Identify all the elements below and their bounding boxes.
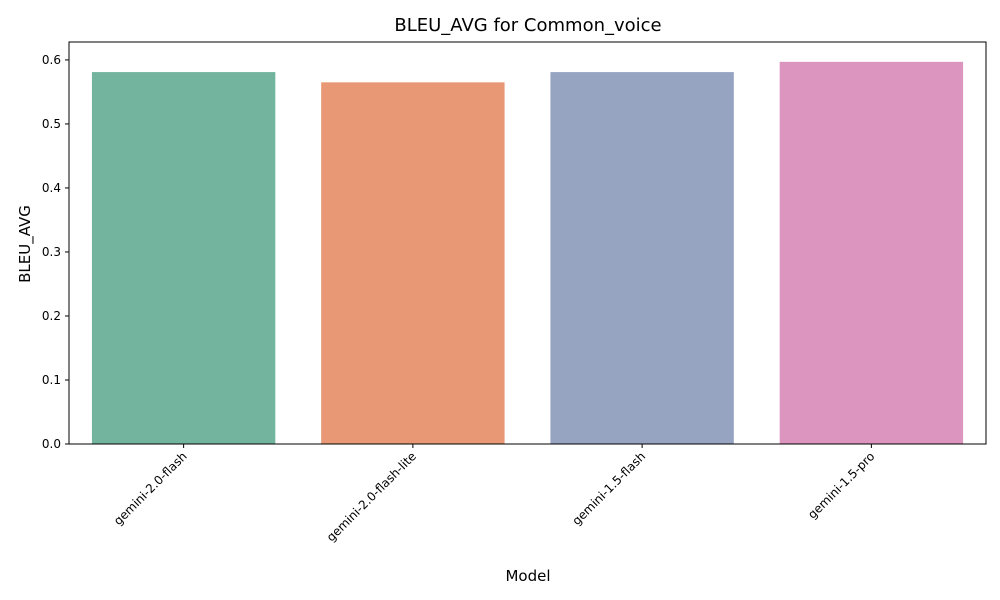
y-tick-label: 0.4 [42, 181, 61, 195]
x-axis-title: Model [505, 567, 550, 585]
y-tick-label: 0.3 [42, 245, 61, 259]
bar-gemini-1.5-flash [550, 72, 734, 444]
bar-gemini-2.0-flash-lite [321, 82, 505, 444]
y-tick-label: 0.0 [42, 437, 61, 451]
y-tick-label: 0.5 [42, 117, 61, 131]
bar-gemini-2.0-flash [91, 72, 276, 444]
plot-frame [68, 41, 987, 445]
chart-title: BLEU_AVG for Common_voice [394, 15, 661, 36]
y-tick-label: 0.6 [42, 53, 61, 67]
y-tick-label: 0.1 [42, 373, 61, 387]
y-axis-title: BLEU_AVG [16, 205, 35, 283]
bar-gemini-1.5-pro [779, 61, 964, 445]
y-tick-label: 0.2 [42, 309, 61, 323]
y-axis: 0.0 0.1 0.2 0.3 0.4 0.5 0.6 [42, 53, 69, 451]
bars-group [91, 61, 964, 445]
